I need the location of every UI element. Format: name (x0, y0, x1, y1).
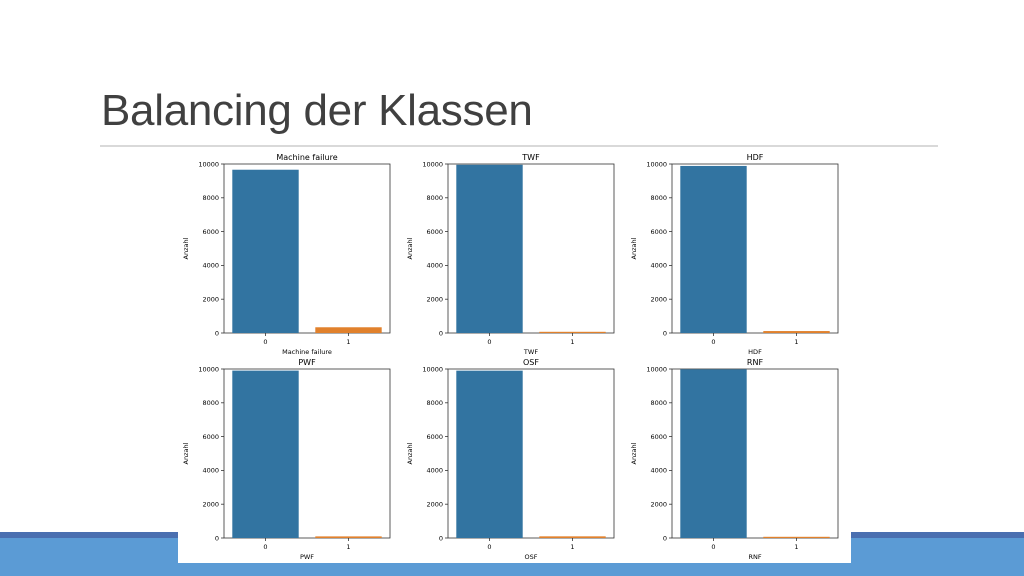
plot-frame (447, 163, 615, 334)
y-axis-label: Anzahl (406, 442, 414, 464)
y-tick-label: 0 (439, 329, 443, 337)
bar-1 (539, 536, 606, 538)
y-tick-label: 6000 (426, 433, 443, 441)
x-axis-label: TWF (523, 348, 538, 356)
y-tick-label: 0 (439, 534, 443, 542)
x-tick-label: 1 (570, 543, 574, 551)
plot-frame (223, 368, 391, 539)
x-tick-label: 0 (487, 338, 491, 346)
subplot-title: RNF (747, 358, 764, 367)
x-tick-label: 0 (263, 543, 267, 551)
subplot-title: OSF (523, 358, 539, 367)
y-tick-label: 6000 (650, 228, 667, 236)
y-tick-label: 10000 (198, 160, 219, 168)
subplot-title: HDF (747, 153, 764, 162)
x-tick-label: 1 (794, 338, 798, 346)
y-tick-label: 2000 (426, 296, 443, 304)
x-tick-label: 1 (794, 543, 798, 551)
y-tick-label: 0 (663, 534, 667, 542)
x-tick-label: 1 (346, 338, 350, 346)
y-tick-label: 6000 (650, 433, 667, 441)
y-axis-label: Anzahl (182, 237, 190, 259)
y-tick-label: 4000 (426, 262, 443, 270)
x-tick-label: 0 (487, 543, 491, 551)
plot-panel: 0 1 0 2000 4000 6000 8000 10000 Machine failure M… (178, 149, 851, 563)
y-axis-label: Anzahl (406, 237, 414, 259)
bar-1 (315, 327, 382, 333)
y-tick-label: 0 (215, 329, 219, 337)
bar-0 (232, 169, 299, 333)
y-tick-label: 4000 (650, 467, 667, 475)
y-tick-label: 10000 (422, 160, 443, 168)
y-tick-label: 8000 (202, 399, 219, 407)
y-axis-label: Anzahl (630, 237, 638, 259)
y-tick-label: 4000 (202, 262, 219, 270)
y-tick-label: 6000 (202, 433, 219, 441)
x-axis-label: HDF (748, 348, 762, 356)
plot-frame (447, 368, 615, 539)
bar-1 (763, 536, 830, 538)
y-tick-label: 8000 (426, 399, 443, 407)
x-axis-label: Machine failure (282, 348, 332, 356)
y-axis-label: Anzahl (630, 442, 638, 464)
y-tick-label: 2000 (202, 296, 219, 304)
x-tick-label: 0 (711, 543, 715, 551)
bar-1 (315, 536, 382, 538)
x-tick-label: 0 (263, 338, 267, 346)
bar-1 (763, 331, 830, 333)
y-tick-label: 0 (215, 534, 219, 542)
plot-frame (671, 163, 839, 334)
y-tick-label: 8000 (650, 194, 667, 202)
y-tick-label: 10000 (198, 365, 219, 373)
y-tick-label: 10000 (422, 365, 443, 373)
x-axis-label: RNF (748, 553, 761, 561)
y-tick-label: 8000 (650, 399, 667, 407)
x-axis-label: PWF (300, 553, 314, 561)
y-tick-label: 2000 (426, 501, 443, 509)
x-axis-label: OSF (525, 553, 538, 561)
y-tick-label: 10000 (646, 160, 667, 168)
title-divider (100, 145, 938, 147)
bar-0 (232, 370, 299, 538)
bar-0 (456, 164, 523, 333)
x-tick-label: 1 (346, 543, 350, 551)
bar-1 (539, 331, 606, 333)
plot-frame (671, 368, 839, 539)
y-tick-label: 2000 (650, 501, 667, 509)
y-tick-label: 2000 (202, 501, 219, 509)
y-tick-label: 0 (663, 329, 667, 337)
y-tick-label: 4000 (202, 467, 219, 475)
subplot-title: Machine failure (276, 153, 337, 162)
plot-frame (223, 163, 391, 334)
bar-0 (680, 165, 747, 333)
y-tick-label: 8000 (426, 194, 443, 202)
bar-0 (680, 369, 747, 538)
slide-title: Balancing der Klassen (101, 86, 533, 135)
y-tick-label: 6000 (202, 228, 219, 236)
y-tick-label: 2000 (650, 296, 667, 304)
y-tick-label: 4000 (426, 467, 443, 475)
y-axis-label: Anzahl (182, 442, 190, 464)
x-tick-label: 1 (570, 338, 574, 346)
y-tick-label: 10000 (646, 365, 667, 373)
y-tick-label: 8000 (202, 194, 219, 202)
subplot-title: PWF (298, 358, 316, 367)
subplot-title: TWF (521, 153, 540, 162)
bar-0 (456, 370, 523, 538)
y-tick-label: 6000 (426, 228, 443, 236)
y-tick-label: 4000 (650, 262, 667, 270)
x-tick-label: 0 (711, 338, 715, 346)
